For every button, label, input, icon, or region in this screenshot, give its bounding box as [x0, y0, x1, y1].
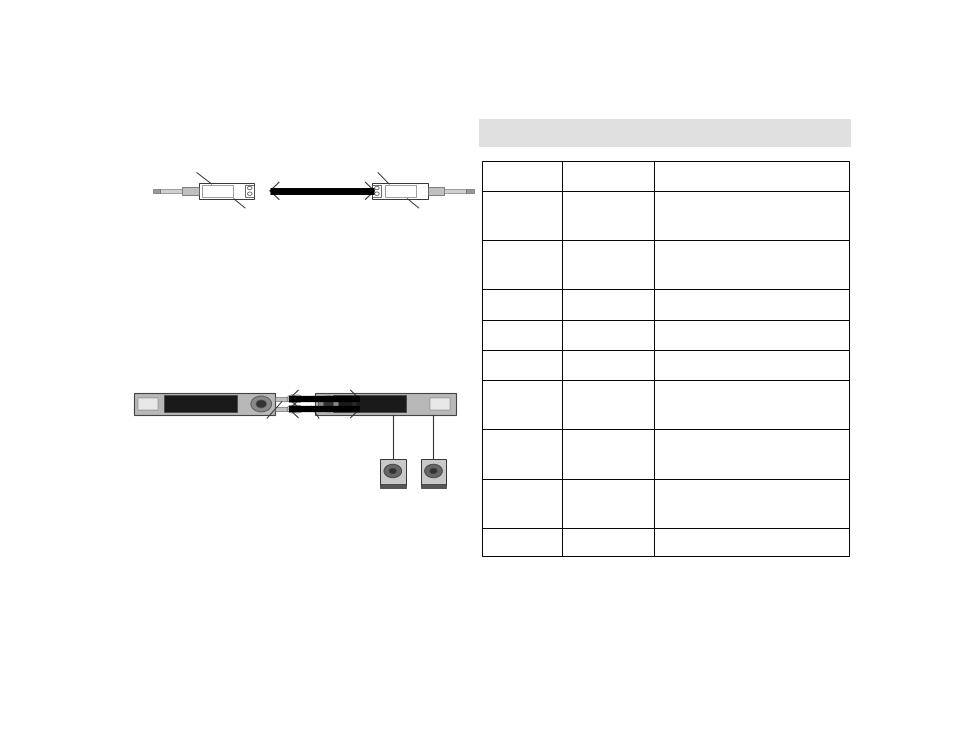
Bar	[202, 185, 233, 196]
Circle shape	[287, 395, 297, 403]
Circle shape	[251, 396, 272, 412]
Bar	[428, 187, 444, 195]
Bar	[379, 459, 405, 485]
Bar	[301, 396, 314, 401]
Circle shape	[323, 400, 334, 408]
Circle shape	[255, 400, 266, 408]
Circle shape	[292, 395, 302, 403]
Bar	[301, 407, 314, 411]
Bar	[478, 120, 850, 147]
Circle shape	[429, 468, 436, 474]
Bar	[274, 396, 288, 401]
Bar	[133, 393, 274, 415]
Bar	[198, 183, 253, 199]
Bar	[444, 189, 466, 193]
Bar	[160, 189, 182, 193]
Circle shape	[389, 468, 396, 474]
Circle shape	[287, 405, 297, 413]
Circle shape	[375, 192, 378, 196]
Bar	[274, 407, 288, 411]
Bar	[372, 184, 381, 197]
Bar	[164, 396, 236, 413]
Bar	[372, 183, 428, 199]
Bar	[152, 189, 160, 193]
Bar	[481, 161, 848, 556]
Circle shape	[317, 396, 338, 412]
Bar	[314, 393, 456, 415]
Bar	[379, 484, 405, 489]
Bar	[245, 184, 253, 197]
Circle shape	[424, 464, 442, 477]
Bar	[137, 399, 158, 410]
Bar	[429, 399, 450, 410]
Bar	[182, 187, 198, 195]
Bar	[420, 484, 446, 489]
Bar	[466, 189, 474, 193]
Circle shape	[247, 186, 252, 190]
Circle shape	[292, 405, 302, 413]
Circle shape	[375, 186, 378, 190]
Circle shape	[383, 464, 401, 477]
Bar	[334, 396, 406, 413]
Bar	[385, 185, 416, 196]
Bar	[420, 459, 446, 485]
Circle shape	[247, 192, 252, 196]
